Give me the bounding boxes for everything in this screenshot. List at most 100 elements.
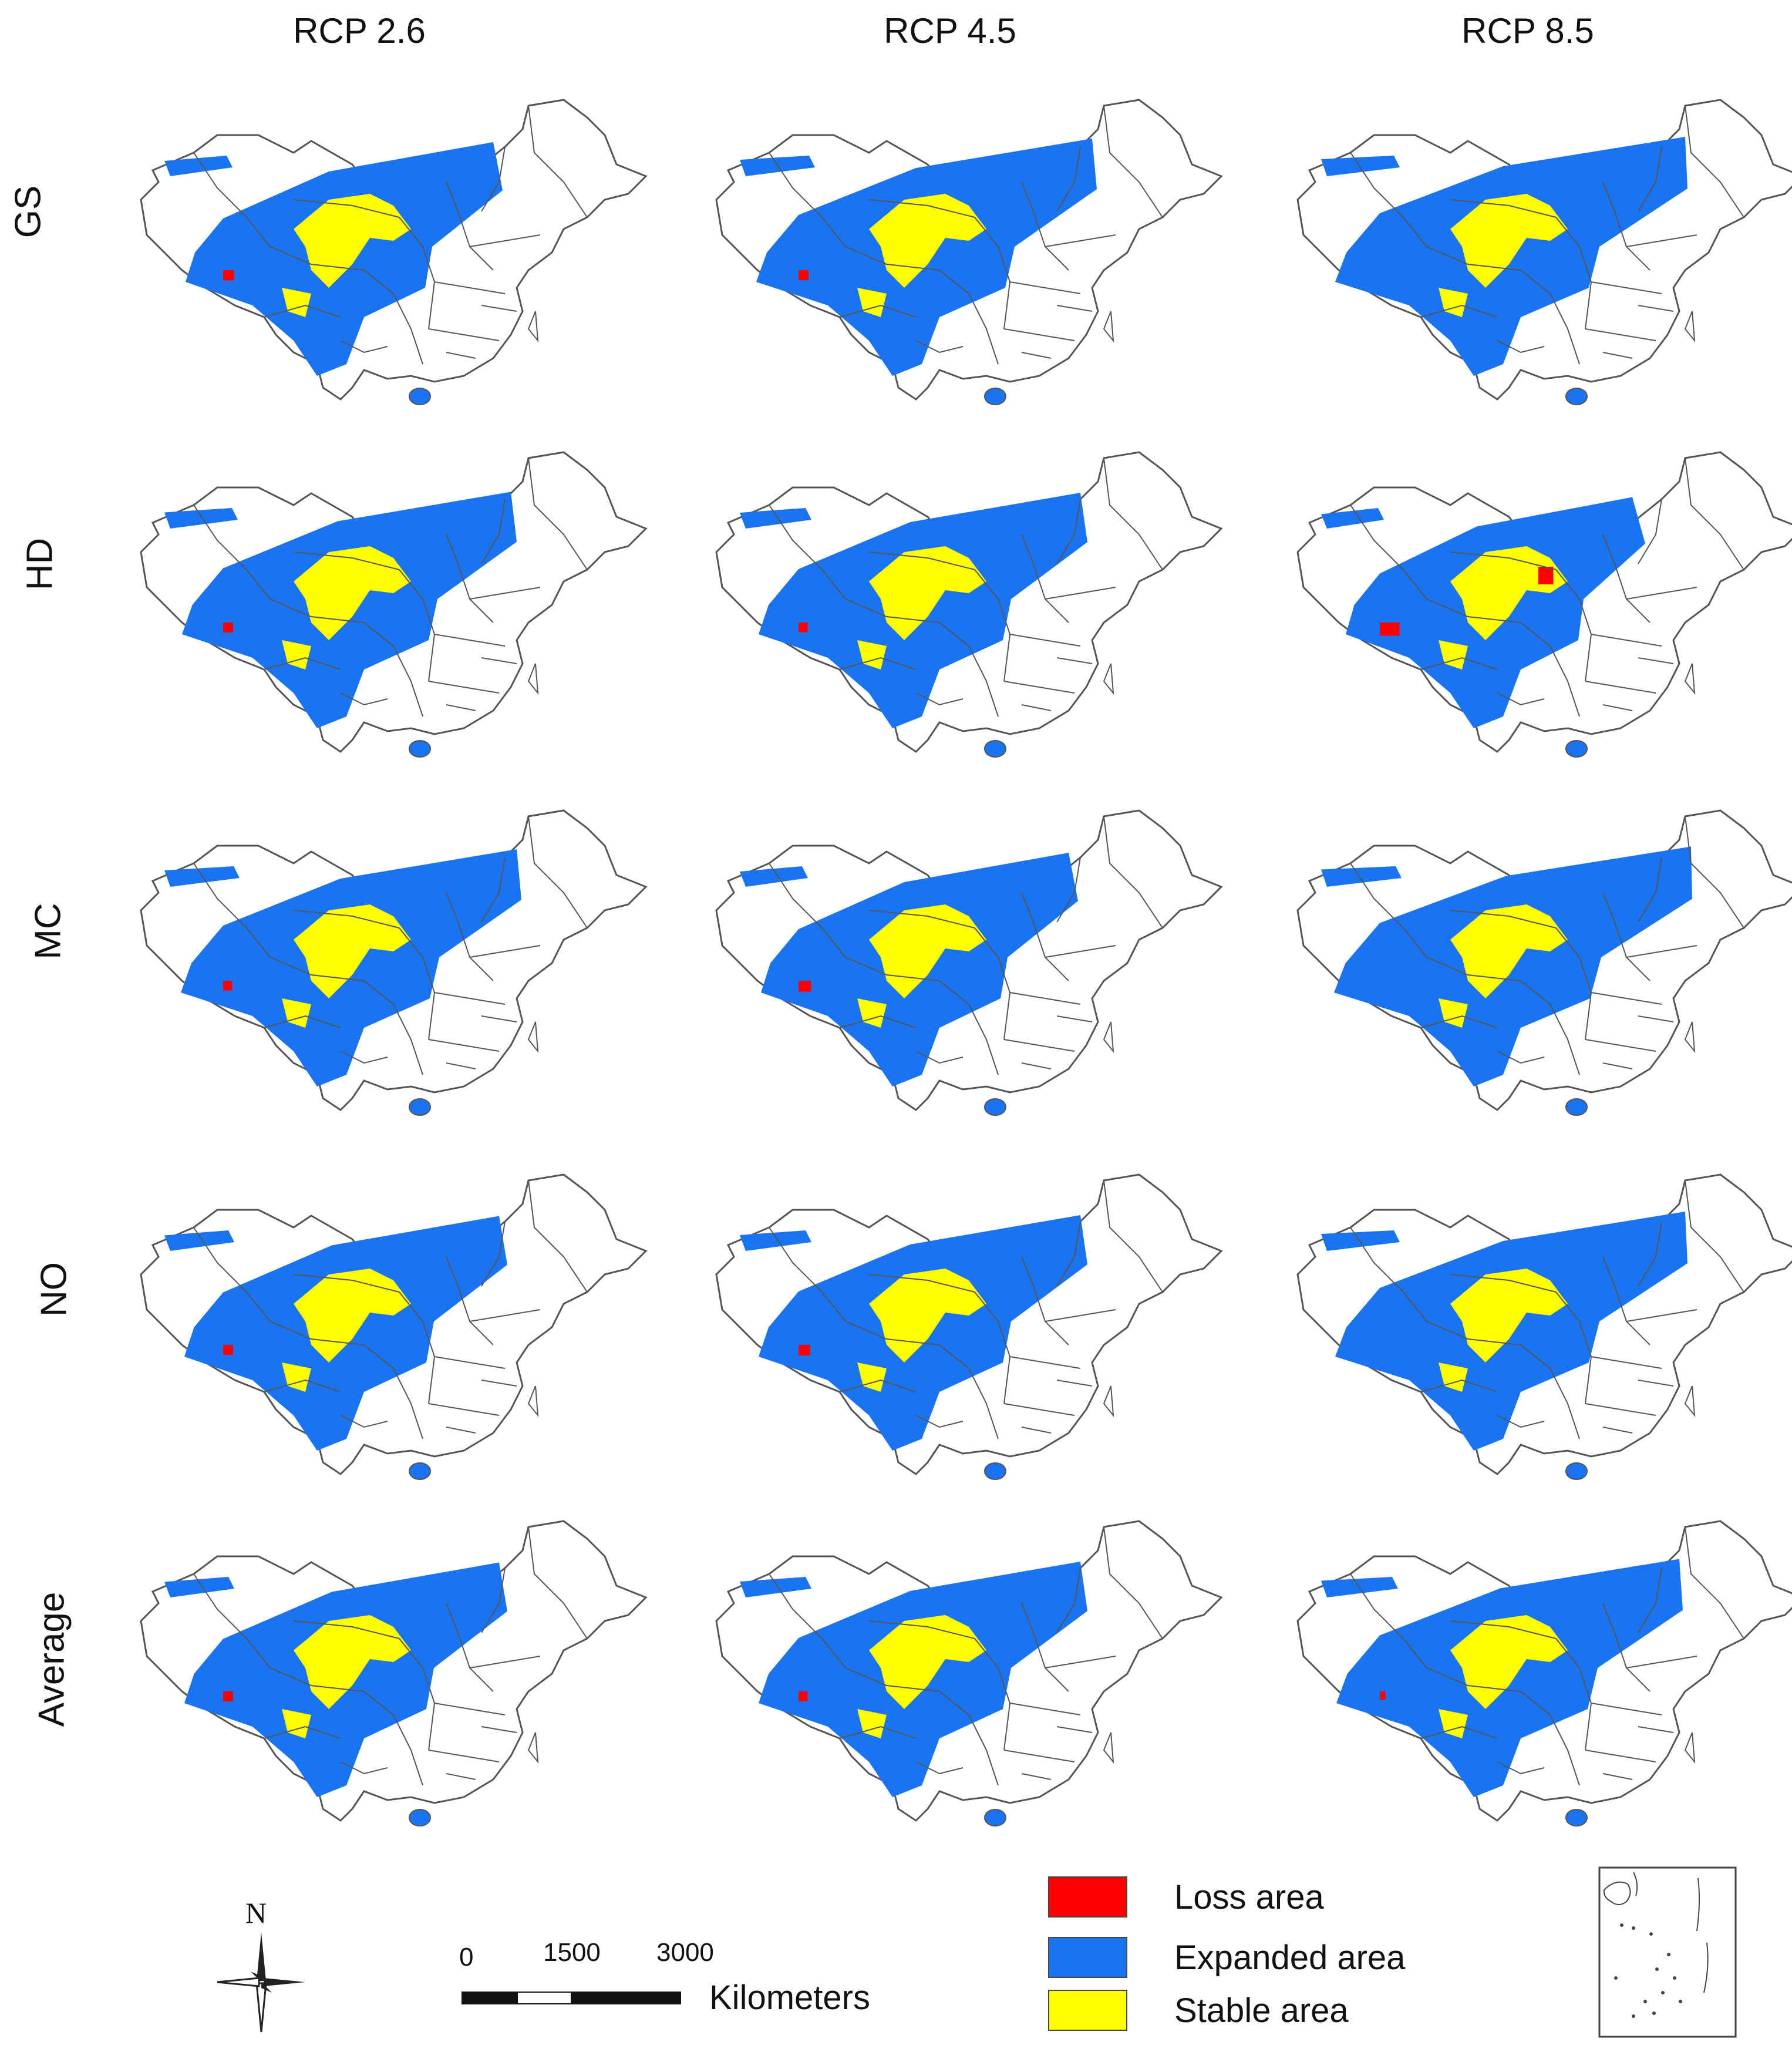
province-boundary [481, 1015, 517, 1022]
loss-area [799, 981, 811, 992]
north-label: N [245, 1896, 267, 1929]
province-boundary [1450, 910, 1557, 929]
province-boundary [1555, 1638, 1592, 1751]
province-boundary [1626, 945, 1697, 958]
province-boundary [845, 1667, 940, 1692]
province-boundary [868, 551, 975, 570]
province-boundary [974, 217, 1011, 329]
province-boundary [1520, 270, 1580, 365]
loss-area [223, 1345, 233, 1355]
province-boundary [1450, 1620, 1557, 1639]
scale-tick-1500: 1500 [543, 1938, 601, 1967]
province-boundary [446, 1427, 476, 1434]
province-boundary [481, 657, 517, 664]
taiwan-island [1684, 1732, 1696, 1764]
taiwan-island [1103, 1385, 1114, 1418]
stable-area [1450, 904, 1568, 998]
province-boundary [939, 1344, 999, 1439]
map-mc-26 [140, 809, 648, 1116]
province-boundary [1021, 1062, 1052, 1069]
province-boundary [193, 504, 271, 600]
province-boundary [193, 152, 271, 247]
province-boundary [1426, 1667, 1521, 1692]
province-boundary [1555, 927, 1592, 1040]
province-boundary [1685, 1180, 1744, 1293]
province-boundary [469, 1309, 541, 1322]
province-boundary [1602, 534, 1650, 623]
province-boundary [1103, 816, 1163, 929]
stable-area [294, 904, 411, 998]
province-boundary [434, 281, 506, 294]
province-boundary [974, 927, 1011, 1040]
taiwan-island [527, 663, 539, 695]
taiwan-island [1103, 311, 1114, 343]
stable-area [869, 1269, 986, 1363]
hainan-island [409, 388, 431, 405]
province-boundary [1585, 1750, 1656, 1762]
province-boundary [340, 692, 388, 706]
province-boundary [434, 634, 506, 647]
province-boundary [293, 1274, 400, 1293]
province-boundary [1591, 281, 1662, 294]
province-boundary [363, 980, 423, 1075]
province-boundary [399, 217, 436, 329]
province-boundary [1638, 1726, 1674, 1733]
province-boundary [1602, 892, 1650, 981]
province-boundary [1520, 622, 1580, 717]
taiwan-island [1103, 1732, 1114, 1764]
province-boundary [1585, 1039, 1656, 1052]
taiwan-island [1684, 1021, 1696, 1054]
province-boundary [1638, 1380, 1674, 1387]
province-boundary [399, 1291, 436, 1404]
legend-label-expanded: Expanded area [1174, 1939, 1406, 1977]
province-boundary [1426, 598, 1521, 623]
province-boundary [528, 1526, 588, 1639]
province-boundary [915, 1415, 964, 1428]
province-boundary [915, 340, 964, 354]
province-boundary [428, 1750, 500, 1762]
province-boundary [1602, 1062, 1633, 1069]
taiwan-island [527, 311, 539, 343]
province-boundary [868, 910, 975, 929]
province-boundary [1426, 246, 1521, 271]
province-boundary [939, 1691, 999, 1786]
expanded-area-northwest [740, 1577, 811, 1597]
province-boundary [769, 1573, 846, 1668]
taiwan-island [1684, 663, 1696, 695]
province-boundary [1638, 657, 1674, 664]
province-boundary [1638, 305, 1674, 312]
province-boundary [915, 1051, 964, 1064]
province-boundary [845, 1321, 940, 1345]
hainan-island [409, 1098, 431, 1116]
province-boundary [1350, 504, 1427, 600]
province-boundary [340, 340, 388, 354]
legend-label-stable: Stable area [1174, 1992, 1349, 2030]
province-boundary [446, 352, 476, 359]
province-boundary [1021, 181, 1069, 271]
province-boundary [1021, 704, 1052, 711]
province-boundary [1021, 534, 1069, 623]
province-boundary [399, 927, 436, 1040]
stable-area [1450, 1269, 1568, 1363]
province-boundary [839, 657, 917, 670]
taiwan-island [1103, 663, 1114, 695]
province-boundary [446, 1256, 494, 1345]
expanded-area-northwest [164, 1230, 234, 1251]
province-boundary [1056, 657, 1093, 664]
province-boundary [446, 892, 494, 981]
stable-area [1450, 194, 1568, 288]
stable-area [294, 194, 411, 288]
map-mc-45 [715, 809, 1223, 1116]
map-hd-45 [715, 451, 1223, 758]
province-boundary [193, 1227, 271, 1322]
province-boundary [1420, 1015, 1498, 1028]
map-gs-26 [140, 99, 648, 405]
loss-area [799, 270, 809, 280]
province-boundary [1009, 992, 1081, 1005]
province-boundary [363, 1691, 423, 1786]
map-no-45 [715, 1173, 1223, 1480]
province-boundary [1420, 657, 1498, 670]
province-boundary [1021, 892, 1069, 981]
province-boundary [428, 681, 500, 694]
province-boundary [974, 569, 1011, 682]
